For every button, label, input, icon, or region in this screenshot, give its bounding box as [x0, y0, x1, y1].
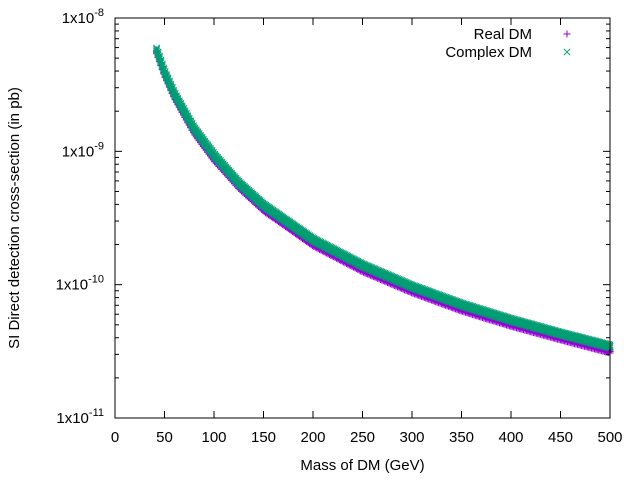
- x-axis-title: Mass of DM (GeV): [300, 457, 424, 474]
- data-point-complex-dm: [155, 52, 163, 60]
- data-point-complex-dm: [153, 44, 161, 52]
- x-tick-label: 450: [548, 429, 573, 446]
- x-tick-label: 200: [300, 429, 325, 446]
- x-tick-label: 500: [597, 429, 622, 446]
- y-tick-label: 1x10-9: [62, 140, 104, 160]
- x-tick-label: 400: [498, 429, 523, 446]
- y-tick-label: 1x10-10: [56, 274, 104, 294]
- y-tick-exponent: -9: [94, 140, 104, 152]
- y-tick-exponent: -8: [94, 7, 104, 19]
- legend-label: Complex DM: [445, 44, 532, 61]
- legend-marker-real-dm: [563, 30, 571, 38]
- data-point-complex-dm: [160, 64, 168, 72]
- data-point-complex-dm: [154, 48, 162, 56]
- plot-frame: [114, 17, 611, 419]
- y-tick-base: 1x10: [62, 10, 95, 27]
- y-tick-base: 1x10: [56, 410, 89, 427]
- data-point-complex-dm: [158, 60, 166, 68]
- x-tick-label: 350: [449, 429, 474, 446]
- x-tick-label: 100: [201, 429, 226, 446]
- legend-label: Real DM: [474, 26, 532, 43]
- x-tick-label: 250: [350, 429, 375, 446]
- y-tick-exponent: -10: [88, 274, 104, 286]
- ticks-layer: 0 50 100 150 200 250 300 350 400 450 5001x10-111x1…: [56, 7, 623, 446]
- legend-marker-complex-dm: [563, 48, 571, 56]
- y-tick-exponent: -11: [89, 407, 104, 419]
- x-tick-label: 300: [399, 429, 424, 446]
- y-axis-title: SI Direct detection cross-section (in pb…: [6, 87, 23, 349]
- series-layer: [153, 44, 614, 357]
- data-point-complex-dm: [157, 56, 165, 64]
- x-tick-label: 150: [251, 429, 276, 446]
- x-tick-label: 50: [156, 429, 173, 446]
- y-tick-label: 1x10-8: [62, 7, 104, 27]
- y-tick-base: 1x10: [56, 277, 89, 294]
- x-tick-label: 0: [111, 429, 119, 446]
- series-real-dm: [153, 46, 614, 357]
- series-complex-dm: [153, 44, 614, 352]
- y-tick-label: 1x10-11: [56, 407, 104, 427]
- y-tick-base: 1x10: [62, 143, 95, 160]
